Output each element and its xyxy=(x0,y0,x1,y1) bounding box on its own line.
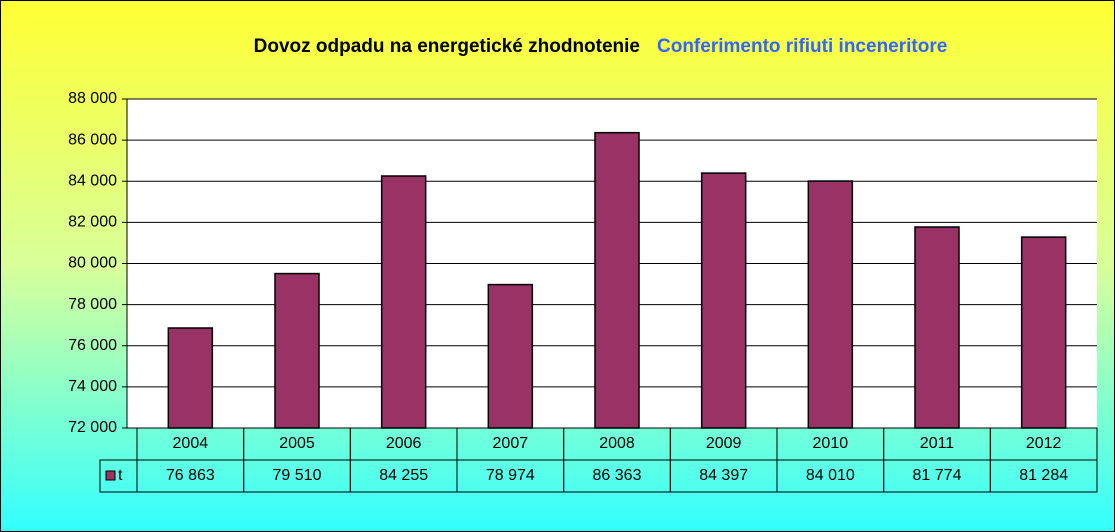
bar xyxy=(167,327,214,429)
bar xyxy=(274,272,320,429)
y-tick-label: 78 000 xyxy=(68,296,117,313)
legend-key xyxy=(105,470,116,481)
value-label: 79 510 xyxy=(273,467,322,484)
x-tick-label: 2004 xyxy=(173,435,209,452)
y-tick-label: 84 000 xyxy=(68,172,117,189)
bar xyxy=(380,175,427,429)
bar xyxy=(700,172,747,429)
value-label: 78 974 xyxy=(486,467,535,484)
y-tick-label: 82 000 xyxy=(68,214,117,231)
bar xyxy=(1020,236,1067,429)
chart-title: Dovoz odpadu na energetické zhodnotenie xyxy=(254,36,640,57)
x-tick-label: 2007 xyxy=(493,435,529,452)
bar xyxy=(594,131,640,429)
y-tick-label: 76 000 xyxy=(68,337,117,354)
y-tick-label: 74 000 xyxy=(68,378,117,395)
chart-subtitle: Conferimento rifiuti inceneritore xyxy=(657,36,947,57)
value-label: 86 363 xyxy=(593,467,642,484)
y-tick-label: 80 000 xyxy=(68,255,117,272)
value-label: 81 284 xyxy=(1019,467,1068,484)
x-tick-label: 2010 xyxy=(813,435,849,452)
bar xyxy=(807,180,854,429)
x-tick-label: 2005 xyxy=(279,435,315,452)
value-label: 81 774 xyxy=(913,467,962,484)
legend-label: t xyxy=(118,467,123,484)
value-label: 84 010 xyxy=(806,467,855,484)
bar xyxy=(487,283,534,429)
x-tick-label: 2006 xyxy=(386,435,422,452)
value-label: 84 397 xyxy=(699,467,748,484)
table-cell xyxy=(989,459,1098,493)
value-label: 84 255 xyxy=(379,467,428,484)
y-tick-label: 72 000 xyxy=(68,419,117,436)
x-tick-label: 2009 xyxy=(706,435,742,452)
y-tick-label: 88 000 xyxy=(68,90,117,107)
value-label: 76 863 xyxy=(166,467,215,484)
bar xyxy=(914,226,960,429)
x-tick-label: 2012 xyxy=(1026,435,1062,452)
y-tick-label: 86 000 xyxy=(68,131,117,148)
x-tick-label: 2008 xyxy=(599,435,635,452)
x-tick-label: 2011 xyxy=(920,435,955,452)
